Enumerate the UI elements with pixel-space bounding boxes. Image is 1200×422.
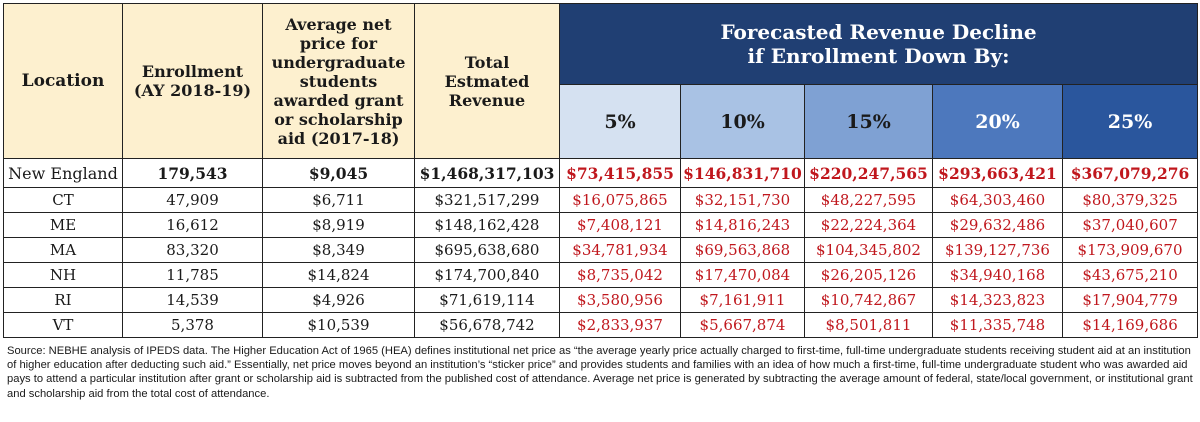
cell-total-revenue: $1,468,317,103 [414, 158, 560, 188]
cell-decline-10: $5,667,874 [680, 312, 805, 338]
table-row-nh: NH 11,785 $14,824 $174,700,840 $8,735,04… [3, 262, 1199, 288]
cell-decline-15: $10,742,867 [804, 287, 933, 313]
cell-net-price: $6,711 [262, 187, 415, 213]
cell-decline-20: $14,323,823 [932, 287, 1063, 313]
table-row-me: ME 16,612 $8,919 $148,162,428 $7,408,121… [3, 212, 1199, 238]
cell-location: RI [3, 287, 123, 313]
cell-enrollment: 5,378 [122, 312, 263, 338]
cell-decline-25: $367,079,276 [1061, 158, 1199, 188]
cell-decline-10: $69,563,868 [680, 237, 805, 263]
cell-decline-15: $220,247,565 [804, 158, 933, 188]
cell-decline-20: $29,632,486 [932, 212, 1063, 238]
cell-decline-25: $14,169,686 [1061, 312, 1199, 338]
header-forecast-title: Forecasted Revenue Decline if Enrollment… [558, 3, 1199, 85]
cell-decline-25: $80,379,325 [1061, 187, 1199, 213]
cell-location: CT [3, 187, 123, 213]
cell-enrollment: 47,909 [122, 187, 263, 213]
cell-total-revenue: $321,517,299 [414, 187, 560, 213]
cell-total-revenue: $695,638,680 [414, 237, 560, 263]
cell-total-revenue: $174,700,840 [414, 262, 560, 288]
cell-decline-25: $37,040,607 [1061, 212, 1199, 238]
cell-decline-10: $14,816,243 [680, 212, 805, 238]
header-enrollment: Enrollment (AY 2018-19) [122, 3, 263, 159]
cell-decline-5: $2,833,937 [559, 312, 681, 338]
cell-decline-25: $17,904,779 [1061, 287, 1199, 313]
header-pct-25: 25% [1061, 84, 1199, 159]
header-row-top: Location Enrollment (AY 2018-19) Average… [3, 3, 1199, 159]
forecast-title-text: Forecasted Revenue Decline if Enrollment… [720, 20, 1037, 68]
cell-decline-5: $73,415,855 [559, 158, 681, 188]
header-location: Location [3, 3, 123, 159]
header-row-percents: 5% 10% 15% 20% 25% [4, 84, 1199, 159]
table-row-new-england: New England 179,543 $9,045 $1,468,317,10… [3, 158, 1199, 188]
cell-net-price: $10,539 [262, 312, 415, 338]
header-net-price: Average net price for undergraduate stud… [262, 3, 415, 159]
cell-decline-15: $104,345,802 [804, 237, 933, 263]
cell-enrollment: 11,785 [122, 262, 263, 288]
cell-decline-10: $32,151,730 [680, 187, 805, 213]
cell-decline-5: $7,408,121 [559, 212, 681, 238]
cell-decline-5: $16,075,865 [559, 187, 681, 213]
cell-decline-15: $8,501,811 [804, 312, 933, 338]
cell-enrollment: 83,320 [122, 237, 263, 263]
cell-total-revenue: $148,162,428 [414, 212, 560, 238]
header-pct-10: 10% [680, 84, 805, 159]
cell-location: NH [3, 262, 123, 288]
cell-decline-20: $139,127,736 [932, 237, 1063, 263]
cell-location: VT [3, 312, 123, 338]
cell-decline-10: $17,470,084 [680, 262, 805, 288]
cell-enrollment: 14,539 [122, 287, 263, 313]
cell-enrollment: 16,612 [122, 212, 263, 238]
cell-decline-5: $8,735,042 [559, 262, 681, 288]
cell-net-price: $8,349 [262, 237, 415, 263]
cell-decline-20: $64,303,460 [932, 187, 1063, 213]
revenue-decline-table-container: Location Enrollment (AY 2018-19) Average… [3, 3, 1199, 401]
header-pct-15: 15% [804, 84, 933, 159]
table-row-ri: RI 14,539 $4,926 $71,619,114 $3,580,956 … [3, 287, 1199, 313]
cell-total-revenue: $71,619,114 [414, 287, 560, 313]
cell-decline-25: $173,909,670 [1061, 237, 1199, 263]
revenue-decline-table: Location Enrollment (AY 2018-19) Average… [3, 3, 1199, 338]
cell-location: New England [3, 158, 123, 188]
cell-total-revenue: $56,678,742 [414, 312, 560, 338]
cell-net-price: $9,045 [262, 158, 415, 188]
cell-decline-10: $7,161,911 [680, 287, 805, 313]
table-row-vt: VT 5,378 $10,539 $56,678,742 $2,833,937 … [3, 312, 1199, 338]
cell-decline-20: $34,940,168 [932, 262, 1063, 288]
cell-location: ME [3, 212, 123, 238]
cell-net-price: $4,926 [262, 287, 415, 313]
cell-decline-15: $48,227,595 [804, 187, 933, 213]
cell-decline-5: $34,781,934 [559, 237, 681, 263]
cell-decline-25: $43,675,210 [1061, 262, 1199, 288]
cell-decline-5: $3,580,956 [559, 287, 681, 313]
header-pct-5: 5% [559, 84, 681, 159]
table-row-ma: MA 83,320 $8,349 $695,638,680 $34,781,93… [3, 237, 1199, 263]
header-pct-20: 20% [932, 84, 1063, 159]
cell-decline-15: $26,205,126 [804, 262, 933, 288]
table-row-ct: CT 47,909 $6,711 $321,517,299 $16,075,86… [3, 187, 1199, 213]
header-total-revenue: Total Estmated Revenue [414, 3, 560, 159]
cell-net-price: $8,919 [262, 212, 415, 238]
cell-decline-20: $11,335,748 [932, 312, 1063, 338]
cell-enrollment: 179,543 [122, 158, 263, 188]
cell-net-price: $14,824 [262, 262, 415, 288]
cell-decline-10: $146,831,710 [680, 158, 805, 188]
source-note: Source: NEBHE analysis of IPEDS data. Th… [7, 345, 1193, 400]
cell-location: MA [3, 237, 123, 263]
cell-decline-20: $293,663,421 [932, 158, 1063, 188]
cell-decline-15: $22,224,364 [804, 212, 933, 238]
